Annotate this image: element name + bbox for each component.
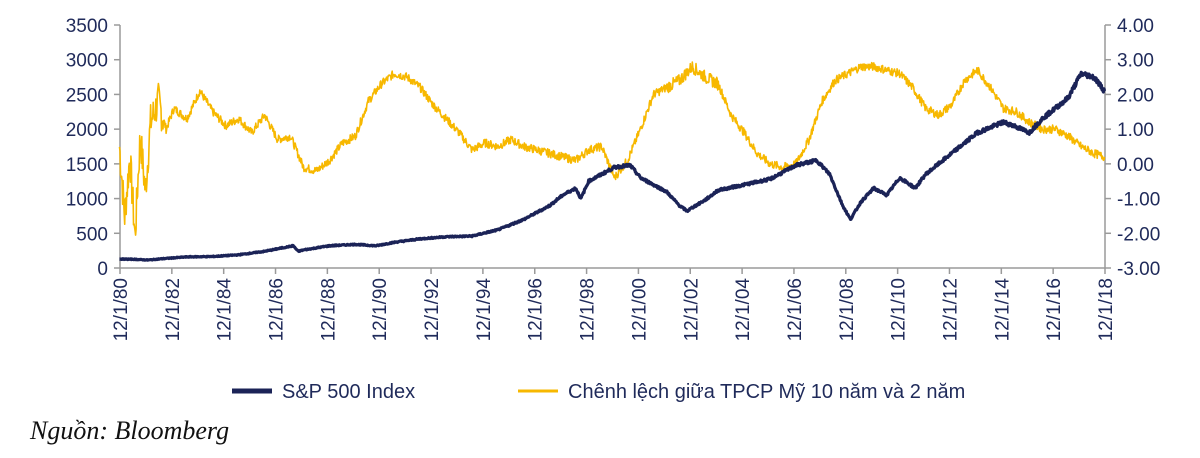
y-right-tick-label: -1.00 [1117,190,1160,211]
x-tick-label: 12/1/04 [733,278,754,342]
x-tick-label: 12/1/96 [526,278,547,341]
y-left-tick-label: 2000 [66,120,108,141]
x-tick-label: 12/1/18 [1096,278,1117,341]
y-left-tick-label: 3500 [66,16,108,37]
x-tick-label: 12/1/94 [474,278,495,342]
y-right-tick-label: -2.00 [1117,224,1160,245]
x-tick-label: 12/1/10 [889,278,910,341]
x-tick-label: 12/1/02 [681,278,702,341]
x-tick-label: 12/1/84 [215,278,236,342]
x-tick-label: 12/1/88 [318,278,339,341]
y-left-tick-label: 3000 [66,51,108,72]
x-tick-label: 12/1/80 [111,278,132,341]
y-left-tick-label: 0 [97,259,108,280]
y-right-tick-label: 3.00 [1117,51,1154,72]
x-tick-label: 12/1/90 [370,278,391,341]
x-tick-label: 12/1/00 [629,278,650,341]
source-note: Nguồn: Bloomberg [30,416,230,445]
y-right-tick-label: 4.00 [1117,16,1154,37]
series-sp500-line [118,70,1107,262]
x-tick-label: 12/1/86 [267,278,288,341]
series-layer [118,61,1107,262]
y-left-tick-label: 1000 [66,190,108,211]
chart: 0 500 1000 1500 2000 2500 3000 3500 -3.00 -2.00 -1… [66,16,1161,403]
x-tick-label: 12/1/14 [992,278,1013,342]
y-left-tick-label: 500 [76,224,108,245]
legend: S&P 500 Index Chênh lệch giữa TPCP Mỹ 10… [232,381,965,403]
x-tick-label: 12/1/98 [578,278,599,341]
x-tick-label: 12/1/82 [163,278,184,341]
y-left-tick-label: 1500 [66,155,108,176]
legend-label-sp500: S&P 500 Index [282,381,415,403]
y-left-tick-label: 2500 [66,85,108,106]
y-right-tick-label: -3.00 [1117,259,1160,280]
x-tick-label: 12/1/92 [422,278,443,341]
legend-label-spread: Chênh lệch giữa TPCP Mỹ 10 năm và 2 năm [568,381,965,403]
y-right-tick-label: 2.00 [1117,85,1154,106]
x-tick-label: 12/1/06 [785,278,806,341]
y-right-tick-label: 1.00 [1117,120,1154,141]
x-tick-label: 12/1/08 [837,278,858,341]
chart-axes: 0 500 1000 1500 2000 2500 3000 3500 -3.00 -2.00 -1… [66,16,1161,341]
x-tick-label: 12/1/16 [1044,278,1065,341]
y-right-tick-label: 0.00 [1117,155,1154,176]
x-tick-label: 12/1/12 [940,278,961,341]
